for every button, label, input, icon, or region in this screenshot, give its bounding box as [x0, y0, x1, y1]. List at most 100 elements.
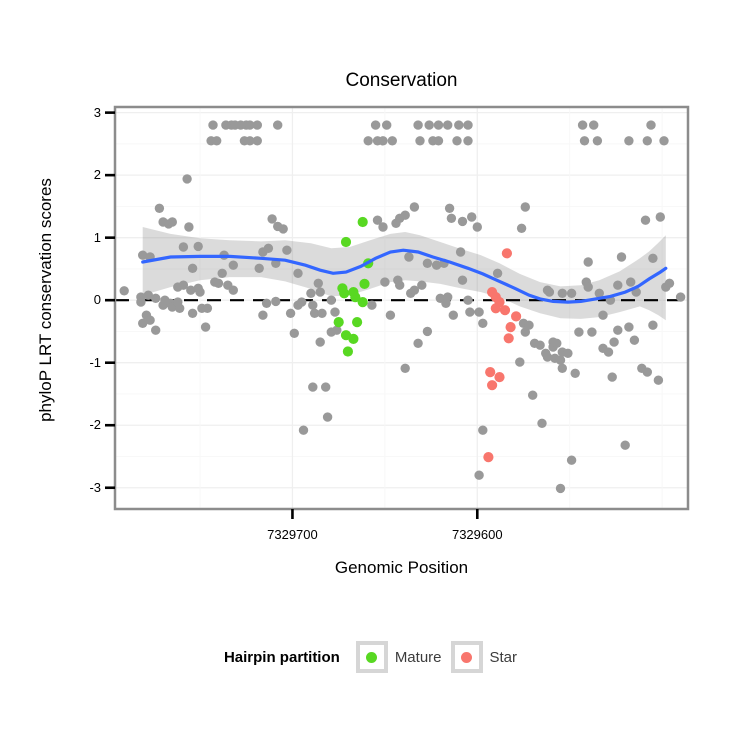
- scatter-point-other: [620, 440, 630, 450]
- scatter-point-other: [446, 213, 457, 223]
- scatter-point-star: [490, 303, 501, 314]
- scatter-point-other: [385, 310, 396, 320]
- scatter-point-other: [570, 368, 580, 378]
- scatter-point-other: [555, 355, 566, 365]
- scatter-point-star: [505, 322, 516, 333]
- scatter-point-other: [642, 367, 652, 377]
- legend-label-star: Star: [489, 648, 518, 666]
- scatter-point-star: [494, 372, 505, 383]
- y-tick-label: -3: [89, 479, 101, 495]
- scatter-point-other: [212, 136, 222, 146]
- scatter-point-other: [322, 412, 333, 422]
- scatter-point-other: [574, 327, 584, 337]
- scatter-point-other: [143, 290, 153, 300]
- scatter-point-other: [452, 136, 462, 146]
- scatter-point-other: [478, 318, 488, 328]
- scatter-point-other: [583, 282, 593, 292]
- scatter-point-other: [308, 382, 318, 392]
- scatter-point-mature: [348, 333, 359, 344]
- scatter-point-other: [557, 363, 567, 373]
- scatter-point-other: [370, 120, 381, 130]
- scatter-point-other: [378, 222, 388, 232]
- scatter-point-other: [659, 136, 669, 146]
- scatter-point-other: [613, 325, 623, 335]
- scatter-point-other: [195, 287, 205, 297]
- scatter-point-other: [372, 215, 383, 225]
- scatter-point-mature: [357, 216, 368, 228]
- scatter-point-other: [653, 375, 664, 385]
- y-tick-label: 1: [93, 229, 101, 245]
- scatter-point-other: [515, 357, 525, 367]
- scatter-point-other: [273, 120, 283, 130]
- scatter-point-other: [424, 120, 434, 130]
- scatter-point-other: [263, 243, 274, 253]
- scatter-point-other: [592, 136, 603, 146]
- scatter-point-other: [380, 277, 390, 287]
- scatter-point-other: [616, 252, 627, 262]
- scatter-point-other: [404, 252, 414, 262]
- scatter-point-other: [583, 257, 593, 267]
- scatter-point-star: [483, 452, 494, 463]
- scatter-point-other: [431, 260, 442, 270]
- scatter-point-other: [624, 136, 634, 146]
- scatter-point-other: [474, 307, 484, 317]
- scatter-point-other: [213, 278, 224, 288]
- scatter-point-other: [326, 295, 336, 305]
- scatter-point-other: [409, 202, 420, 212]
- scatter-point-star: [501, 248, 512, 259]
- scatter-point-other: [167, 217, 177, 227]
- scatter-point-other: [315, 337, 325, 347]
- scatter-point-mature: [342, 346, 353, 357]
- scatter-point-other: [254, 263, 264, 273]
- scatter-point-other: [317, 308, 327, 318]
- x-tick-label: 7329700: [267, 527, 318, 542]
- scatter-point-other: [158, 300, 168, 310]
- scatter-point-mature: [357, 297, 368, 308]
- scatter-point-other: [119, 286, 129, 296]
- scatter-point-other: [577, 120, 588, 130]
- scatter-point-other: [363, 136, 373, 146]
- scatter-point-other: [579, 136, 590, 146]
- legend-item-mature: Mature: [355, 641, 442, 673]
- scatter-point-other: [433, 120, 444, 130]
- scatter-point-star: [485, 367, 496, 378]
- scatter-point-other: [433, 136, 444, 146]
- panel-border: [113, 105, 690, 511]
- plot-title: Conservation: [345, 70, 458, 91]
- scatter-point-other: [528, 390, 538, 400]
- scatter-point-other: [217, 268, 227, 278]
- scatter-point-other: [308, 300, 318, 310]
- scatter-point-other: [467, 212, 477, 222]
- scatter-point-other: [463, 295, 473, 305]
- scatter-point-other: [309, 308, 320, 318]
- scatter-point-other: [626, 277, 636, 287]
- scatter-point-other: [463, 136, 473, 146]
- scatter-point-other: [282, 245, 292, 255]
- y-tick-label: 2: [93, 167, 101, 183]
- scatter-point-other: [478, 425, 488, 435]
- scatter-point-other: [642, 136, 652, 146]
- scatter-point-other: [441, 298, 451, 308]
- scatter-point-other: [306, 288, 316, 298]
- smooth-line: [141, 248, 668, 304]
- scatter-point-other: [563, 348, 573, 358]
- scatter-point-other: [187, 308, 198, 318]
- scatter-point-other: [228, 285, 238, 295]
- scatter-point-other: [395, 280, 405, 290]
- scatter-point-other: [648, 320, 658, 330]
- scatter-point-mature: [350, 292, 361, 303]
- scatter-point-mature: [339, 288, 350, 299]
- scatter-point-other: [184, 222, 194, 232]
- scatter-point-other: [178, 242, 189, 252]
- scatter-point-other: [278, 224, 288, 234]
- x-axis-label: Genomic Position: [334, 558, 469, 577]
- scatter-point-other: [293, 268, 303, 278]
- scatter-point-other: [609, 337, 619, 347]
- scatter-point-star: [503, 333, 514, 344]
- scatter-point-star: [487, 380, 498, 391]
- scatter-point-other: [297, 297, 307, 307]
- scatter-point-other: [387, 136, 397, 146]
- scatter-point-other: [400, 210, 410, 220]
- scatter-point-other: [598, 310, 608, 320]
